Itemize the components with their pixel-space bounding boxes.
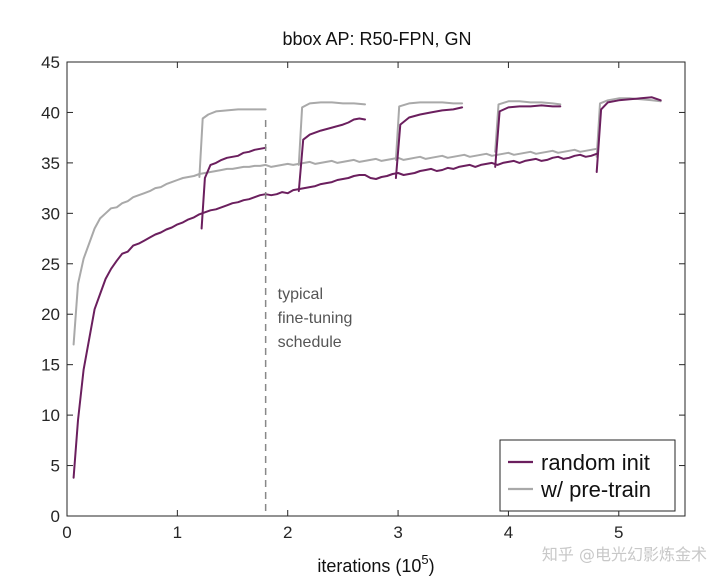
legend-label-random-init: random init [541,450,650,475]
x-axis-label-close: ) [429,556,435,576]
y-tick-label: 15 [41,356,60,375]
series-line-random-init-fine-tuned-branches-3 [494,104,562,168]
watermark: 知乎 @电光幻影炼金术 [542,545,707,564]
fine-tuning-annotation: typical fine-tuning schedule [278,286,353,351]
series-line-random-init [72,152,598,479]
series-line-w-pre-train [72,147,598,346]
y-tick-label: 10 [41,406,60,425]
series-line-random-init-fine-tuned-branches-0 [200,146,267,230]
series-layer [72,96,662,479]
annotation-line: schedule [278,334,342,351]
y-tick-label: 45 [41,53,60,72]
y-axis-ticks: 0 5 10 15 20 25 30 35 40 45 [41,53,685,526]
annotation-line: typical [278,286,323,303]
series-line-w-pre-train-fine-tuned-branches-2 [394,101,464,161]
annotation-line: fine-tuning [278,310,353,327]
x-axis-label-main: iterations (10 [317,556,421,576]
x-tick-label: 5 [614,523,623,542]
y-tick-label: 5 [51,457,60,476]
x-axis-label: iterations (105) [317,552,434,576]
chart-title: bbox AP: R50-FPN, GN [282,29,471,49]
x-axis-ticks: 0 1 2 3 4 5 [62,62,624,542]
y-tick-label: 40 [41,103,60,122]
series-line-w-pre-train-fine-tuned-branches-0 [198,108,267,178]
y-tick-label: 35 [41,154,60,173]
x-axis-label-exponent: 5 [421,552,428,567]
legend-label-pre-train: w/ pre-train [540,477,651,502]
x-tick-label: 0 [62,523,71,542]
x-tick-label: 4 [504,523,513,542]
series-line-w-pre-train-fine-tuned-branches-1 [297,101,366,166]
series-line-random-init-fine-tuned-branches-1 [297,117,366,193]
series-line-random-init-fine-tuned-branches-2 [394,106,464,179]
y-tick-label: 25 [41,255,60,274]
legend-box [499,439,676,512]
series-line-random-init-fine-tuned-branches-4 [595,96,662,173]
y-tick-label: 20 [41,305,60,324]
series-line-w-pre-train-fine-tuned-branches-4 [595,97,662,158]
series-line-w-pre-train-fine-tuned-branches-3 [494,100,562,153]
plot-frame [66,61,686,517]
y-tick-label: 0 [51,507,60,526]
legend: random init w/ pre-train [499,439,676,512]
x-tick-label: 1 [173,523,182,542]
y-tick-label: 30 [41,204,60,223]
x-tick-label: 3 [393,523,402,542]
x-tick-label: 2 [283,523,292,542]
